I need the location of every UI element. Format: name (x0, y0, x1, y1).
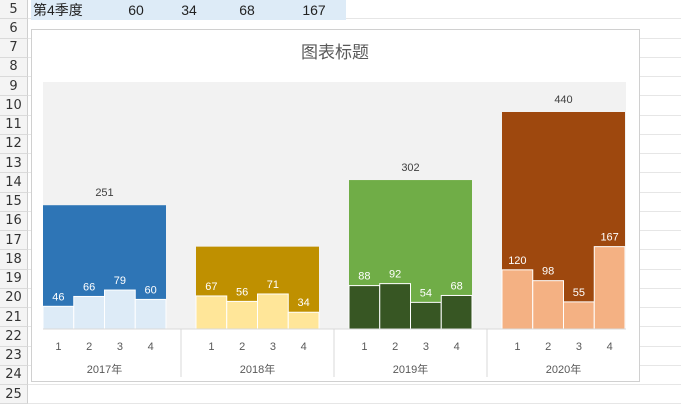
row-header[interactable]: 10 (0, 96, 28, 116)
row-header[interactable]: 23 (0, 346, 28, 366)
x-tick-label: 1 (514, 341, 520, 353)
group-label: 2020年 (546, 362, 581, 376)
quarter-label: 66 (83, 281, 95, 293)
row-header[interactable]: 21 (0, 308, 28, 328)
quarter-bar[interactable] (563, 301, 595, 330)
row-header[interactable]: 22 (0, 327, 28, 347)
quarter-bar[interactable] (379, 283, 411, 330)
x-tick-label: 2 (86, 341, 92, 353)
row-header[interactable]: 11 (0, 115, 28, 135)
row-header[interactable]: 19 (0, 269, 28, 289)
quarter-label: 71 (267, 279, 279, 291)
row-header[interactable]: 15 (0, 192, 28, 212)
x-tick-label: 4 (148, 341, 154, 353)
total-label: 302 (401, 162, 419, 174)
quarter-bar[interactable] (410, 301, 442, 330)
x-tick-label: 3 (117, 341, 123, 353)
row-header[interactable]: 6 (0, 19, 28, 39)
row-gridline (28, 18, 681, 20)
quarter-label: 120 (508, 255, 526, 267)
quarter-label: 79 (114, 275, 126, 287)
x-tick-label: 1 (361, 341, 367, 353)
cell-b5[interactable]: 60 (106, 0, 166, 20)
bar-chart: 图表标题 2514616627936042017年671562713344201… (42, 43, 626, 377)
quarter-bar[interactable] (134, 298, 167, 330)
x-tick-label: 4 (454, 341, 460, 353)
row-header[interactable]: 17 (0, 231, 28, 251)
quarter-bar[interactable] (226, 300, 258, 330)
row-header[interactable]: 16 (0, 211, 28, 231)
quarter-bar[interactable] (287, 311, 320, 330)
row-header[interactable]: 24 (0, 365, 28, 385)
quarter-bar[interactable] (257, 293, 289, 330)
quarter-label: 56 (236, 286, 248, 298)
chart-title[interactable]: 图表标题 (301, 43, 369, 63)
quarter-bar[interactable] (501, 269, 534, 330)
row-header[interactable]: 14 (0, 173, 28, 193)
row-header[interactable]: 20 (0, 288, 28, 308)
cell-e5[interactable]: 167 (282, 0, 346, 20)
total-label: 251 (95, 187, 113, 199)
group-label: 2019年 (393, 362, 428, 376)
cell-a5[interactable]: 第4季度 (31, 0, 108, 20)
quarter-bar[interactable] (73, 295, 105, 330)
row-header[interactable]: 18 (0, 250, 28, 270)
x-tick-label: 4 (301, 341, 307, 353)
quarter-label: 167 (600, 232, 618, 244)
quarter-bar[interactable] (42, 305, 75, 330)
quarter-label: 55 (573, 287, 585, 299)
quarter-label: 46 (52, 291, 64, 303)
quarter-label: 60 (145, 284, 157, 296)
row-header[interactable]: 25 (0, 385, 28, 404)
quarter-bar[interactable] (348, 285, 381, 330)
quarter-label: 54 (420, 287, 432, 299)
group-label: 2017年 (87, 362, 122, 376)
x-tick-label: 4 (607, 341, 613, 353)
quarter-bar[interactable] (195, 295, 228, 330)
quarter-bar[interactable] (440, 294, 473, 330)
row-gridline (28, 384, 681, 385)
quarter-bar[interactable] (532, 280, 564, 330)
quarter-label: 92 (389, 269, 401, 281)
x-tick-label: 2 (392, 341, 398, 353)
row-header[interactable]: 9 (0, 77, 28, 97)
x-tick-label: 3 (576, 341, 582, 353)
x-tick-label: 3 (423, 341, 429, 353)
row-header[interactable]: 13 (0, 154, 28, 174)
row-header[interactable]: 12 (0, 134, 28, 154)
x-tick-label: 1 (55, 341, 61, 353)
quarter-label: 98 (542, 266, 554, 278)
total-label: 440 (554, 94, 572, 106)
x-tick-label: 2 (545, 341, 551, 353)
x-tick-label: 3 (270, 341, 276, 353)
quarter-label: 88 (358, 271, 370, 283)
quarter-label: 34 (298, 297, 310, 309)
quarter-bar[interactable] (104, 289, 136, 330)
chart-area[interactable]: 图表标题 251 46 1 66 2 79 3 60 4 2017年 67 1 56 2 71 3 34 4 201… (31, 29, 640, 382)
group-label: 2018年 (240, 362, 275, 376)
quarter-label: 68 (451, 280, 463, 292)
cell-c5[interactable]: 34 (166, 0, 212, 20)
x-tick-label: 2 (239, 341, 245, 353)
row-header[interactable]: 8 (0, 57, 28, 77)
cell-d5[interactable]: 68 (212, 0, 282, 20)
x-tick-label: 1 (208, 341, 214, 353)
quarter-bar[interactable] (593, 246, 626, 330)
quarter-label: 67 (205, 281, 217, 293)
row-header[interactable]: 5 (0, 0, 28, 20)
row-header[interactable]: 7 (0, 38, 28, 58)
